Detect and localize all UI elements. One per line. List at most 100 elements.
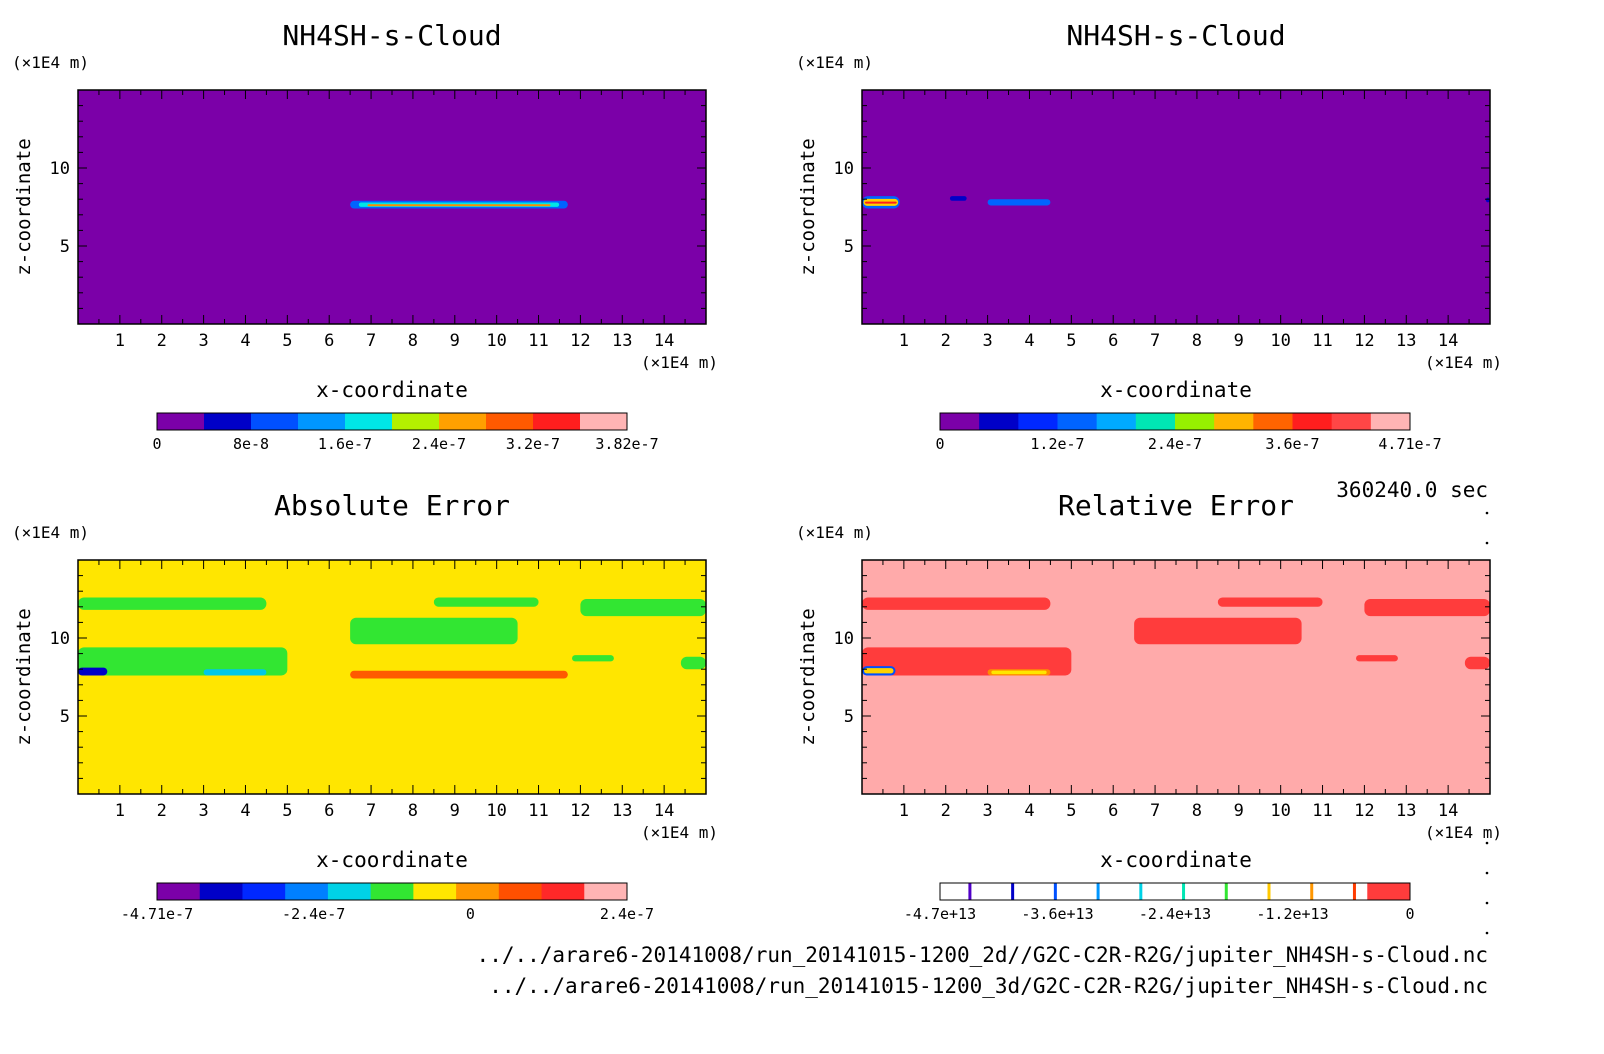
chart-title: NH4SH-s-Cloud xyxy=(1066,19,1285,52)
x-tick-label: 3 xyxy=(198,801,208,821)
colorbar-swatch xyxy=(982,883,1026,900)
x-tick-label: 8 xyxy=(1192,801,1202,821)
colorbar-tick-label: 0 xyxy=(1405,905,1414,923)
data-region xyxy=(78,647,288,676)
colorbar-frame xyxy=(156,412,628,431)
colorbar-contour-line xyxy=(1182,883,1186,900)
colorbar-swatch xyxy=(1253,413,1293,430)
y-axis-label: z-coordinate xyxy=(13,608,35,745)
colorbar-swatch xyxy=(370,883,414,900)
y-unit-label: (×1E4 m) xyxy=(12,523,89,542)
x-unit-label: (×1E4 m) xyxy=(1425,353,1502,372)
colorbar-swatch xyxy=(584,883,628,900)
colorbar-swatch xyxy=(1324,883,1368,900)
x-tick-label: 6 xyxy=(324,801,334,821)
colorbar-tick-label: 8e-8 xyxy=(233,435,269,453)
colorbar-tick-label: -4.71e-7 xyxy=(121,905,193,923)
x-tick-label: 2 xyxy=(941,801,951,821)
data-region xyxy=(1356,655,1398,662)
colorbar-swatch xyxy=(157,883,201,900)
x-tick-label: 11 xyxy=(1312,331,1332,351)
data-region xyxy=(1464,656,1490,670)
x-tick-label: 7 xyxy=(1150,801,1160,821)
data-region xyxy=(987,199,1051,206)
x-tick-label: 7 xyxy=(366,331,376,351)
x-axis-label: x-coordinate xyxy=(1100,378,1252,402)
colorbar-frame xyxy=(939,412,1411,431)
x-tick-label: 11 xyxy=(1312,801,1332,821)
x-tick-label: 5 xyxy=(282,331,292,351)
colorbar-swatch xyxy=(1214,413,1254,430)
x-tick-label: 4 xyxy=(1024,331,1034,351)
y-tick-label: 5 xyxy=(60,707,70,727)
colorbar-swatch xyxy=(486,413,534,430)
x-tick-label: 12 xyxy=(570,331,590,351)
file-path-2d: ../../arare6-20141008/run_20141015-1200_… xyxy=(476,943,1488,967)
x-tick-label: 9 xyxy=(1234,801,1244,821)
y-tick-label: 10 xyxy=(50,159,70,179)
x-tick-label: 14 xyxy=(654,801,674,821)
plot-area xyxy=(862,90,1490,324)
colorbar-swatch xyxy=(285,883,329,900)
x-tick-label: 3 xyxy=(198,331,208,351)
y-tick-label: 10 xyxy=(834,159,854,179)
colorbar-swatch xyxy=(940,413,980,430)
data-region xyxy=(1134,617,1302,645)
y-tick-label: 10 xyxy=(50,629,70,649)
data-region xyxy=(350,670,568,679)
margin-dot xyxy=(1485,931,1489,935)
colorbar-contour-line xyxy=(1310,883,1314,900)
colorbar-tick-label: 0 xyxy=(466,905,475,923)
margin-dot xyxy=(1485,511,1489,515)
colorbar-swatch xyxy=(1292,413,1333,430)
margin-dot xyxy=(1485,901,1489,905)
x-tick-label: 11 xyxy=(528,331,548,351)
x-tick-label: 10 xyxy=(486,331,506,351)
colorbar-swatch xyxy=(1057,413,1098,430)
colorbar-tick-label: -2.4e+13 xyxy=(1139,905,1211,923)
colorbar-swatch xyxy=(251,413,299,430)
x-tick-label: 6 xyxy=(1108,801,1118,821)
data-region xyxy=(864,668,894,674)
x-tick-label: 6 xyxy=(1108,331,1118,351)
data-region xyxy=(862,597,1051,610)
x-tick-label: 1 xyxy=(115,331,125,351)
colorbar-swatch xyxy=(327,883,372,900)
x-tick-label: 4 xyxy=(240,801,250,821)
colorbar-contour-line xyxy=(1224,883,1228,900)
colorbar-swatch xyxy=(1096,413,1137,430)
x-tick-label: 12 xyxy=(1354,801,1374,821)
colorbar-tick-label: 3.82e-7 xyxy=(595,435,658,453)
x-tick-label: 5 xyxy=(1066,801,1076,821)
data-region xyxy=(1217,597,1323,607)
colorbar-tick-label: 4.71e-7 xyxy=(1378,435,1441,453)
colorbar-swatch xyxy=(1135,413,1176,430)
colorbar-swatch xyxy=(541,883,585,900)
colorbar-tick-label: 0 xyxy=(935,435,944,453)
chart-panel-4: Relative Error(×1E4 m)1 2 3 4 5 6 7 8 9 10 11 12 13 1… xyxy=(796,489,1502,923)
x-tick-label: 8 xyxy=(1192,331,1202,351)
x-tick-label: 8 xyxy=(408,331,418,351)
y-unit-label: (×1E4 m) xyxy=(12,53,89,72)
colorbar-swatch xyxy=(1367,883,1411,900)
data-region xyxy=(572,655,614,662)
plot-area xyxy=(862,560,1490,794)
y-unit-label: (×1E4 m) xyxy=(796,523,873,542)
colorbar-swatch xyxy=(1110,883,1155,900)
margin-dot xyxy=(1485,541,1489,545)
x-tick-label: 9 xyxy=(1234,331,1244,351)
colorbar-tick-label: 2.4e-7 xyxy=(600,905,654,923)
colorbar-swatch xyxy=(298,413,346,430)
colorbar-swatch xyxy=(533,413,581,430)
colorbar-swatch xyxy=(392,413,440,430)
x-tick-label: 2 xyxy=(941,331,951,351)
chart-title: NH4SH-s-Cloud xyxy=(282,19,501,52)
colorbar-swatch xyxy=(1239,883,1283,900)
colorbar-tick-label: 1.2e-7 xyxy=(1030,435,1084,453)
colorbar-tick-label: 3.2e-7 xyxy=(506,435,560,453)
data-region xyxy=(580,599,706,617)
data-region xyxy=(367,204,551,207)
y-tick-label: 10 xyxy=(834,629,854,649)
chart-panel-2: NH4SH-s-Cloud(×1E4 m)1 2 3 4 5 6 7 8 9 10 11 12 13 14… xyxy=(796,19,1502,453)
colorbar-swatch xyxy=(979,413,1019,430)
